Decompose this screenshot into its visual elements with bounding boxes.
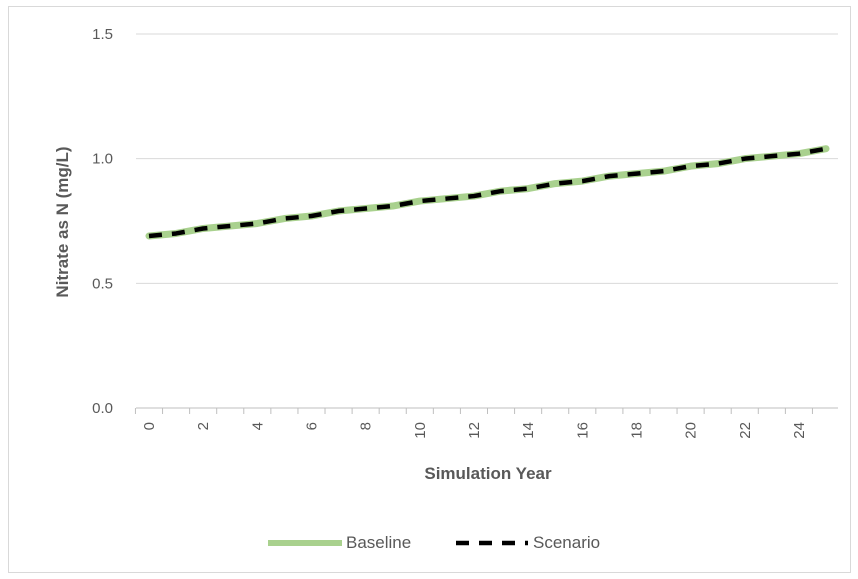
x-tick-labels: 0 2 4 6 8 10 12 14 16 18 20 22 24	[141, 422, 808, 439]
gridlines	[136, 33, 838, 284]
x-axis-title: Simulation Year	[424, 464, 552, 483]
x-axis	[134, 407, 838, 414]
x-tick-label: 8	[358, 422, 375, 430]
x-tick-label: 2	[195, 422, 212, 430]
x-tick-label: 4	[249, 422, 266, 430]
x-tick-label: 14	[520, 422, 537, 439]
y-tick-labels: 0.0 0.5 1.0 1.5	[92, 26, 113, 417]
x-tick-label: 16	[574, 422, 591, 439]
y-tick-label: 1.0	[92, 151, 113, 168]
chart-frame	[8, 6, 851, 573]
y-tick-label: 0.0	[92, 400, 113, 417]
x-tick-label: 0	[141, 422, 158, 430]
x-tick-label: 12	[466, 422, 483, 439]
x-tick-label: 24	[791, 422, 808, 439]
x-tick-label: 20	[683, 422, 700, 439]
x-tick-label: 18	[628, 422, 645, 439]
x-tick-label: 22	[737, 422, 754, 439]
y-tick-label: 0.5	[92, 275, 113, 292]
legend-label-baseline: Baseline	[346, 533, 411, 552]
series-lines	[145, 145, 830, 240]
legend: Baseline Scenario	[268, 533, 600, 552]
legend-label-scenario: Scenario	[533, 533, 600, 552]
y-tick-label: 1.5	[92, 26, 113, 43]
x-tick-label: 10	[412, 422, 429, 439]
y-axis-title: Nitrate as N (mg/L)	[53, 146, 72, 297]
x-tick-label: 6	[303, 422, 320, 430]
series-line-baseline	[145, 145, 830, 240]
